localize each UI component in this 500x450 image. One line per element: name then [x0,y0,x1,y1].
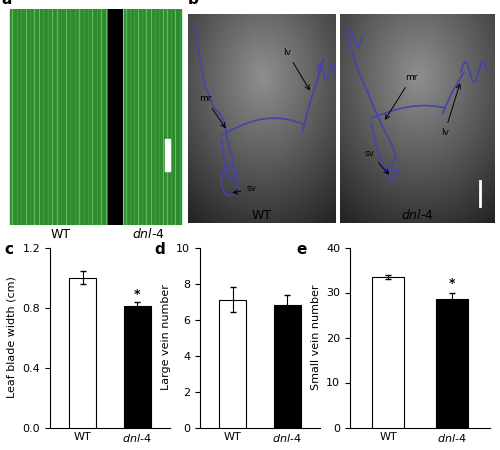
Bar [372,277,404,428]
Text: WT: WT [251,208,272,221]
Y-axis label: Leaf blade width (cm): Leaf blade width (cm) [7,277,17,398]
Bar [10,9,108,225]
Text: e: e [297,242,307,257]
Text: c: c [4,242,14,257]
Text: lv: lv [284,48,310,90]
Bar [274,305,301,428]
Text: b: b [188,0,199,7]
Bar [124,306,151,427]
Text: lv: lv [441,84,460,137]
Y-axis label: Small vein number: Small vein number [310,285,320,390]
Text: a: a [2,0,12,7]
Text: $dnl$-$4$: $dnl$-$4$ [132,227,166,241]
Text: d: d [154,242,165,257]
Text: *: * [134,288,140,301]
Text: mr: mr [386,73,418,119]
Text: sv: sv [234,184,256,194]
Text: WT: WT [50,228,71,241]
Text: sv: sv [365,149,388,174]
Bar [436,299,468,428]
Bar [219,300,246,427]
Bar [124,9,182,225]
Text: mr: mr [200,94,225,127]
Bar [165,139,170,171]
Y-axis label: Large vein number: Large vein number [160,284,170,391]
Bar [108,9,122,225]
Text: $dnl$-$4$: $dnl$-$4$ [401,207,434,221]
Bar [69,278,96,428]
Text: *: * [448,277,455,290]
